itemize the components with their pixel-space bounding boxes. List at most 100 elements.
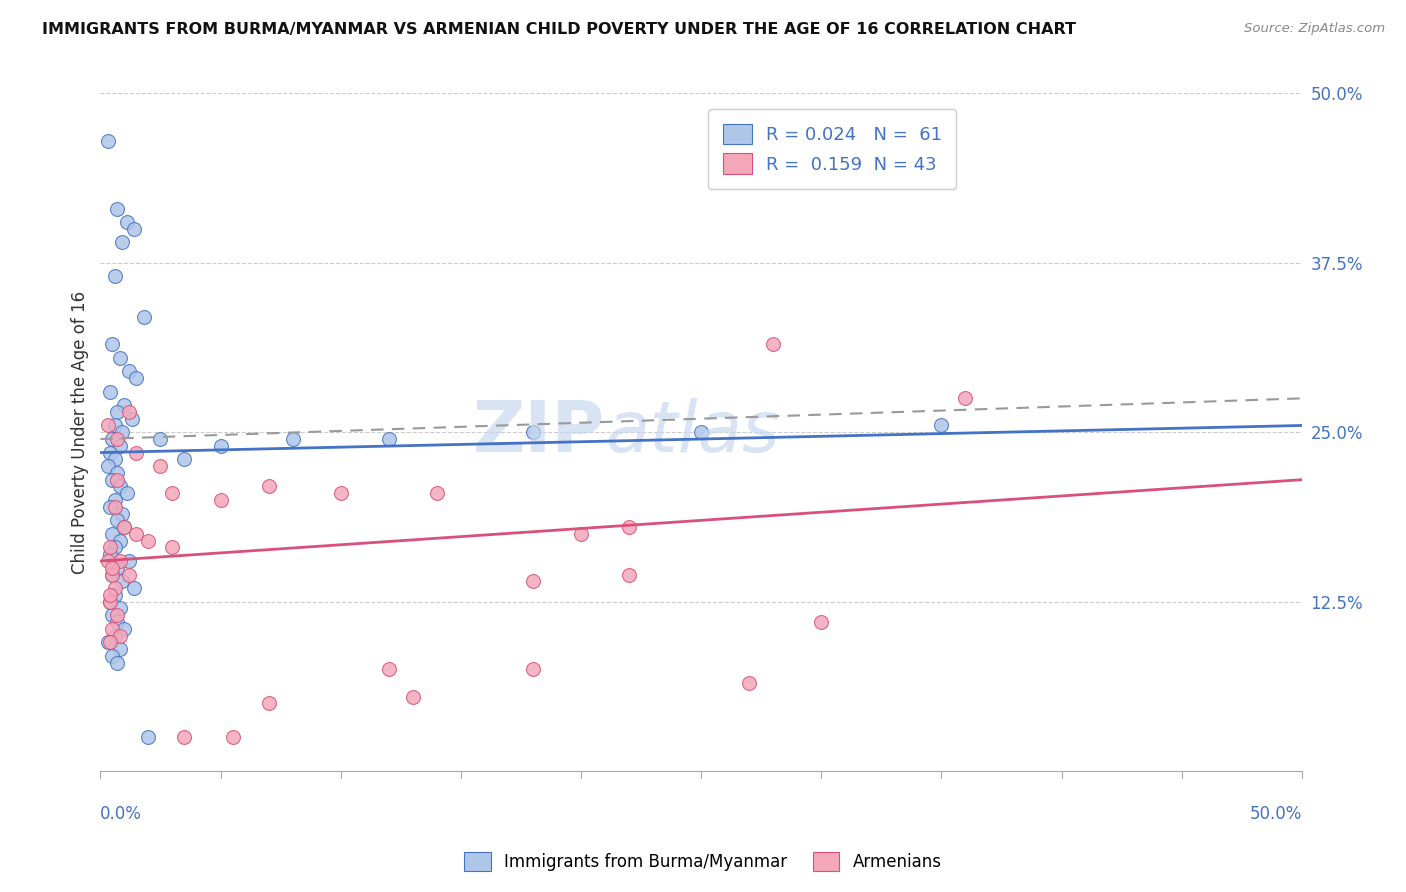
Point	[162, 486, 184, 500]
Point	[111, 425, 134, 440]
Point	[101, 622, 124, 636]
Point	[98, 500, 121, 514]
Point	[104, 493, 127, 508]
Point	[105, 656, 128, 670]
Point	[281, 432, 304, 446]
Point	[101, 337, 124, 351]
Point	[101, 432, 124, 446]
Point	[402, 690, 425, 704]
Point	[522, 663, 544, 677]
Point	[97, 134, 120, 148]
Point	[762, 337, 785, 351]
Point	[108, 533, 131, 548]
Point	[98, 541, 121, 555]
Point	[617, 520, 640, 534]
Point	[221, 731, 243, 745]
Point	[98, 635, 121, 649]
Point	[118, 405, 141, 419]
Point	[209, 493, 232, 508]
Point	[97, 459, 120, 474]
Point	[105, 561, 128, 575]
Point	[118, 567, 141, 582]
Point	[738, 676, 761, 690]
Point	[112, 520, 135, 534]
Point	[377, 432, 399, 446]
Point	[118, 554, 141, 568]
Point	[329, 486, 352, 500]
Point	[108, 479, 131, 493]
Point	[101, 608, 124, 623]
Point	[209, 439, 232, 453]
Point	[105, 513, 128, 527]
Point	[101, 567, 124, 582]
Point	[118, 364, 141, 378]
Text: IMMIGRANTS FROM BURMA/MYANMAR VS ARMENIAN CHILD POVERTY UNDER THE AGE OF 16 CORR: IMMIGRANTS FROM BURMA/MYANMAR VS ARMENIA…	[42, 22, 1076, 37]
Text: ZIP: ZIP	[472, 398, 605, 467]
Point	[97, 418, 120, 433]
Point	[112, 520, 135, 534]
Point	[112, 398, 135, 412]
Point	[105, 615, 128, 629]
Point	[105, 405, 128, 419]
Point	[931, 418, 953, 433]
Point	[101, 567, 124, 582]
Point	[104, 588, 127, 602]
Point	[98, 445, 121, 459]
Point	[105, 608, 128, 623]
Point	[522, 574, 544, 589]
Point	[162, 541, 184, 555]
Point	[149, 432, 172, 446]
Point	[132, 310, 155, 324]
Point	[105, 202, 128, 216]
Point	[111, 507, 134, 521]
Point	[105, 466, 128, 480]
Point	[125, 527, 148, 541]
Point	[810, 615, 832, 629]
Point	[101, 527, 124, 541]
Point	[115, 215, 138, 229]
Point	[377, 663, 399, 677]
Point	[569, 527, 592, 541]
Point	[104, 418, 127, 433]
Point	[104, 629, 127, 643]
Point	[522, 425, 544, 440]
Y-axis label: Child Poverty Under the Age of 16: Child Poverty Under the Age of 16	[72, 291, 89, 574]
Point	[104, 581, 127, 595]
Legend: R = 0.024   N =  61, R =  0.159  N = 43: R = 0.024 N = 61, R = 0.159 N = 43	[709, 109, 956, 189]
Point	[690, 425, 713, 440]
Point	[98, 384, 121, 399]
Point	[101, 561, 124, 575]
Point	[115, 486, 138, 500]
Point	[257, 697, 280, 711]
Point	[149, 459, 172, 474]
Point	[104, 269, 127, 284]
Point	[122, 581, 145, 595]
Point	[104, 541, 127, 555]
Point	[111, 574, 134, 589]
Point	[97, 554, 120, 568]
Legend: Immigrants from Burma/Myanmar, Armenians: Immigrants from Burma/Myanmar, Armenians	[456, 843, 950, 880]
Point	[257, 479, 280, 493]
Point	[98, 595, 121, 609]
Point	[173, 731, 195, 745]
Text: 0.0%: 0.0%	[100, 805, 142, 823]
Point	[101, 648, 124, 663]
Point	[98, 547, 121, 561]
Point	[426, 486, 449, 500]
Point	[173, 452, 195, 467]
Point	[108, 601, 131, 615]
Point	[97, 635, 120, 649]
Point	[125, 371, 148, 385]
Point	[955, 392, 977, 406]
Point	[138, 731, 160, 745]
Point	[108, 351, 131, 365]
Point	[98, 595, 121, 609]
Point	[101, 473, 124, 487]
Point	[138, 533, 160, 548]
Point	[112, 622, 135, 636]
Point	[125, 445, 148, 459]
Point	[105, 473, 128, 487]
Point	[104, 500, 127, 514]
Point	[98, 588, 121, 602]
Point	[111, 235, 134, 250]
